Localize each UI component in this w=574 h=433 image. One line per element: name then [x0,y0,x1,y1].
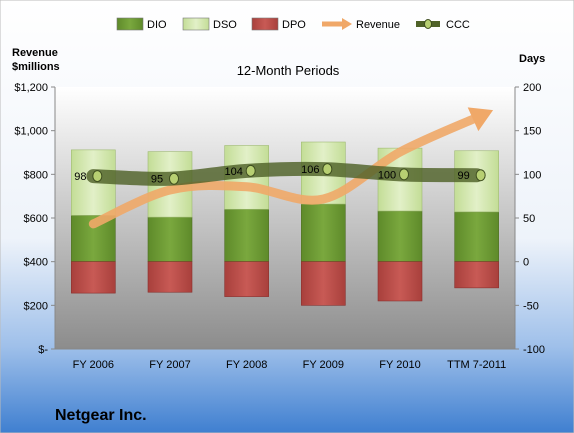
left-axis-ticks: $- $200 $400 $600 $800 $1,000 $1,200 [14,82,55,356]
legend-item-dso: DSO [182,17,237,31]
left-tick-label: $400 [24,257,48,269]
ccc-data-label: 95 [151,174,163,186]
left-axis-label-line2: $millions [12,61,60,73]
right-tick-label: 200 [523,82,541,94]
legend-item-dpo: DPO [251,17,306,31]
bar-dio [147,216,193,262]
right-axis-label: Days [519,53,545,65]
right-tick-label: -50 [523,300,539,312]
left-tick-label: $- [38,344,48,356]
bar-dio [454,211,499,262]
ccc-data-label: 99 [458,170,470,182]
left-tick-label: $600 [24,213,48,225]
right-tick-label: 100 [523,169,541,181]
bar-dpo [377,261,423,302]
ccc-point [399,168,409,181]
bar-dpo [147,261,193,293]
ccc-data-label: 100 [378,169,396,181]
x-tick-label: FY 2010 [379,359,420,371]
x-tick-label: FY 2008 [226,359,267,371]
ccc-point [245,164,256,177]
revenue-arrowhead [467,107,494,132]
ccc-point [475,169,486,182]
ccc-layer: 98 95 104 106 100 99 [74,161,486,186]
left-tick-label: $800 [24,169,48,181]
legend-swatch-dso [182,17,210,31]
legend-label: DIO [147,19,167,31]
legend-item-dio: DIO [116,17,167,31]
left-tick-label: $200 [24,300,48,312]
legend-swatch-revenue-arrow [342,18,352,30]
legend: DIO DSO DPO Revenue CCC [116,17,470,31]
revenue-layer [88,107,494,229]
right-tick-label: -100 [523,344,545,356]
right-axis-ticks: -100 -50 0 50 100 150 200 [515,82,545,356]
right-tick-label: 0 [523,257,529,269]
left-tick-label: $1,000 [14,126,48,138]
legend-swatch-dio [116,17,144,31]
x-tick-label: FY 2007 [149,359,190,371]
chart-title: 12-Month Periods [237,63,340,78]
legend-item-revenue: Revenue [322,18,400,31]
left-axis-label-line1: Revenue [12,47,58,59]
right-tick-label: 150 [523,126,541,138]
ccc-point [92,170,103,183]
x-tick-label: FY 2009 [303,359,344,371]
bar-dpo [71,261,116,294]
ccc-point [322,163,333,176]
revenue-line [88,113,482,229]
legend-label: DSO [213,19,237,31]
bar-dio [224,208,269,262]
x-tick-label: TTM 7-2011 [447,359,506,371]
legend-swatch-dpo [251,17,279,31]
legend-item-ccc: CCC [416,19,470,31]
legend-label: Revenue [356,19,400,31]
right-tick-label: 50 [523,213,535,225]
legend-label: CCC [446,19,470,31]
x-tick-label: FY 2006 [73,359,114,371]
x-axis-ticks: FY 2006 FY 2007 FY 2008 FY 2009 FY 2010 TTM 7… [73,359,507,371]
bar-dpo [454,261,499,289]
ccc-data-label: 98 [74,171,86,183]
ccc-data-label: 104 [224,166,242,178]
legend-label: DPO [282,19,306,31]
legend-swatch-ccc-marker [424,19,432,29]
left-tick-label: $1,200 [14,82,48,94]
company-name: Netgear Inc. [55,407,147,424]
bar-dio [377,210,423,262]
bar-dpo [301,261,346,306]
ccc-data-label: 106 [301,164,319,176]
bar-dpo [224,261,269,297]
ccc-point [169,172,179,185]
bar-dio [301,203,346,262]
